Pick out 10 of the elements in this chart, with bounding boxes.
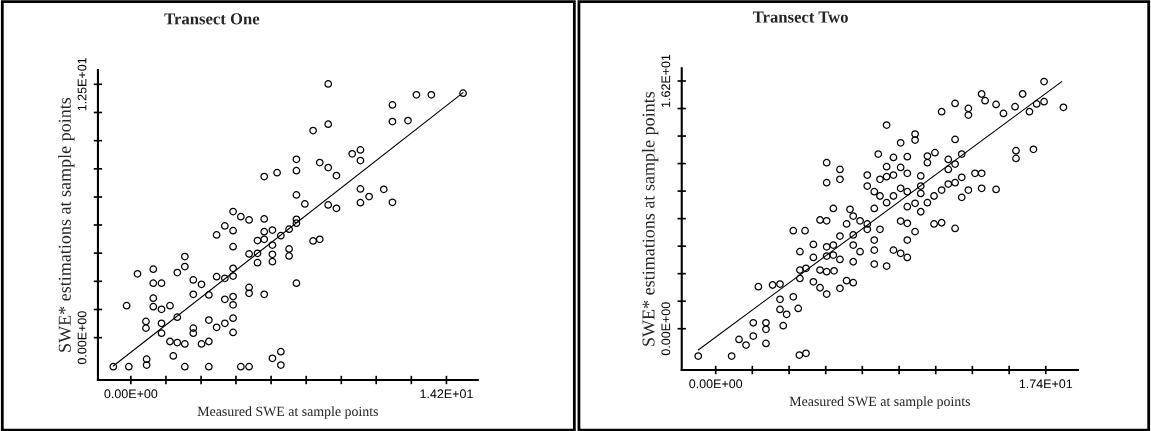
x-axis-title: Measured SWE at sample points (197, 406, 378, 419)
y-axis-title: SWE* estimations at sample points (641, 91, 659, 346)
x-tick-label: 1.42E+01 (420, 389, 473, 399)
x-axis-title: Measured SWE at sample points (789, 396, 971, 409)
chart-title: Transect Two (752, 11, 848, 23)
y-axis-title: SWE* estimations at sample points (58, 97, 75, 352)
chart-title: Transect One (164, 13, 260, 25)
x-tick-label: 1.74E+01 (1019, 379, 1073, 389)
y-tick-label: 1.62E+01 (661, 54, 671, 107)
y-tick-label: 1.25E+01 (77, 57, 87, 111)
